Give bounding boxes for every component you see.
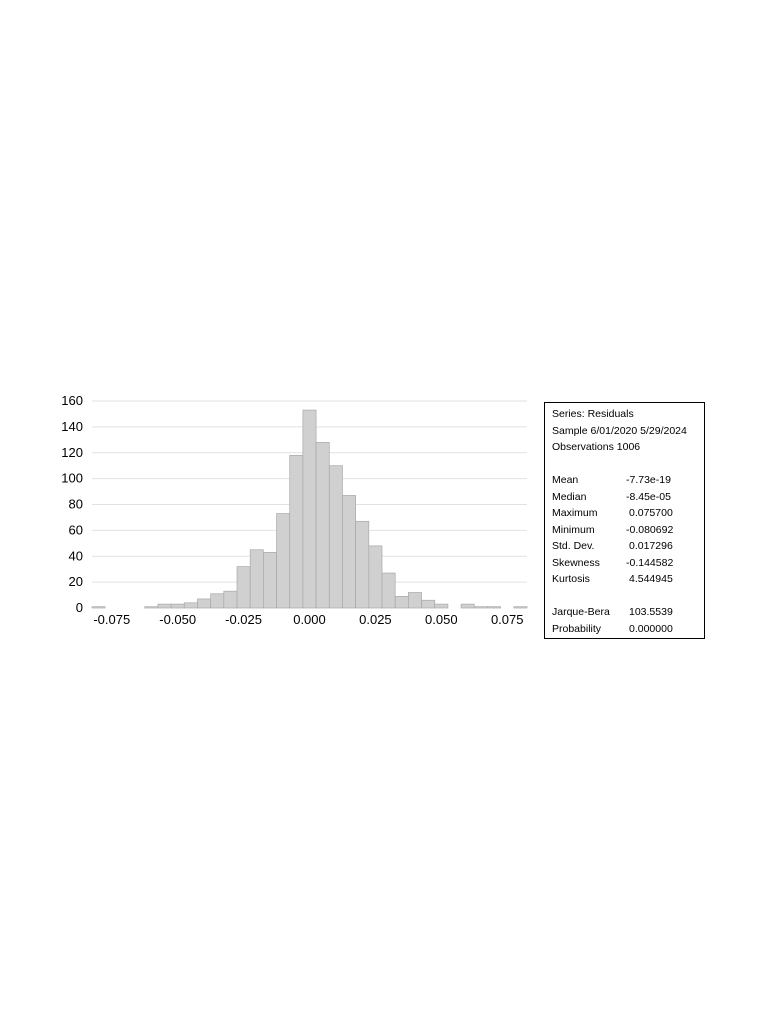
y-axis-ticks: 0 20 40 60 80 100 120 140 160 [61, 393, 83, 615]
stats-label: Std. Dev. [552, 540, 595, 552]
histogram-bar [460, 603, 475, 609]
stats-observations: Observations 1006 [552, 441, 641, 453]
x-axis-ticks: -0.075 -0.050 -0.025 0.000 0.025 0.050 0.075 [93, 612, 523, 627]
histogram-bar [170, 603, 185, 609]
stats-row-skewness: Skewness -0.144582 [552, 555, 704, 572]
histogram-bar [236, 566, 251, 609]
histogram-bar [368, 545, 383, 609]
stats-value: -0.144582 [626, 556, 674, 569]
stats-series: Series: Residuals [552, 408, 634, 420]
stats-row-jarque-bera: Jarque-Bera 103.5539 [552, 604, 704, 621]
stats-spacer [552, 588, 704, 605]
stats-value: 0.017296 [629, 540, 673, 552]
histogram-bar [434, 603, 449, 609]
stats-value: -7.73e-19 [626, 474, 671, 486]
x-tick-label: -0.075 [93, 612, 130, 627]
stats-value: 103.5539 [629, 606, 673, 618]
histogram-bar [144, 606, 159, 609]
stats-row-kurtosis: Kurtosis 4.544945 [552, 571, 704, 588]
stats-rows: Mean -7.73e-19 Median -8.45e-05 Maximum … [552, 472, 704, 588]
histogram-bar [263, 552, 277, 609]
x-tick-label: 0.075 [491, 612, 524, 627]
x-tick-label: 0.000 [293, 612, 326, 627]
y-tick-label: 20 [69, 574, 83, 589]
histogram-bar [381, 572, 396, 609]
x-tick-label: -0.025 [225, 612, 262, 627]
stats-value: 0.075700 [629, 507, 673, 519]
stats-row-std-dev: Std. Dev. 0.017296 [552, 538, 704, 555]
statistics-box: Series: Residuals Sample 6/01/2020 5/29/… [544, 402, 705, 639]
stats-row-minimum: Minimum -0.080692 [552, 522, 704, 539]
histogram-bar [302, 409, 317, 609]
stats-label: Minimum [552, 523, 595, 536]
stats-label: Kurtosis [552, 573, 590, 585]
histogram-bar [487, 606, 501, 609]
stats-label: Mean [552, 474, 579, 486]
histogram-bar [91, 606, 106, 609]
y-tick-label: 140 [61, 419, 83, 434]
y-tick-label: 80 [69, 497, 83, 512]
histogram-bar [249, 549, 264, 609]
stats-row-mean: Mean -7.73e-19 [552, 472, 704, 489]
stats-value: 4.544945 [629, 573, 673, 585]
histogram-bar [394, 596, 409, 609]
histogram-bar [328, 465, 343, 609]
histogram-bar [289, 454, 304, 609]
y-tick-label: 120 [61, 445, 83, 460]
x-tick-label: -0.050 [159, 612, 196, 627]
stats-value: 0.000000 [629, 622, 673, 635]
x-tick-label: 0.050 [425, 612, 458, 627]
stats-value: -8.45e-05 [626, 490, 671, 503]
histogram-bar [276, 513, 291, 609]
y-tick-label: 60 [69, 522, 83, 537]
stats-row-median: Median -8.45e-05 [552, 489, 704, 506]
stats-label: Skewness [552, 556, 600, 569]
histogram-bar [355, 520, 370, 609]
y-tick-label: 100 [61, 471, 83, 486]
stats-label: Jarque-Bera [552, 606, 610, 618]
histogram-bar [197, 598, 211, 609]
y-tick-label: 40 [69, 548, 83, 563]
x-tick-label: 0.025 [359, 612, 392, 627]
histogram-bar [210, 593, 225, 609]
histogram-bar [157, 603, 172, 609]
histogram-bar [342, 495, 356, 609]
histogram-bar [513, 606, 528, 609]
histogram-bar [223, 590, 238, 609]
stats-row-probability: Probability 0.000000 [552, 621, 704, 638]
stats-sample: Sample 6/01/2020 5/29/2024 [552, 424, 687, 437]
histogram-bar [315, 442, 330, 609]
y-tick-label: 160 [61, 393, 83, 408]
stats-value: -0.080692 [626, 523, 674, 536]
histogram-bar [408, 592, 422, 609]
stats-label: Maximum [552, 507, 598, 519]
histogram-bar [473, 606, 488, 609]
histogram-bar [183, 602, 198, 609]
histogram-bar [421, 599, 436, 609]
stats-row-maximum: Maximum 0.075700 [552, 505, 704, 522]
stats-label: Median [552, 490, 587, 503]
y-tick-label: 0 [76, 600, 83, 615]
stats-label: Probability [552, 622, 602, 635]
histogram-bars [91, 409, 528, 609]
stats-spacer [552, 456, 704, 473]
